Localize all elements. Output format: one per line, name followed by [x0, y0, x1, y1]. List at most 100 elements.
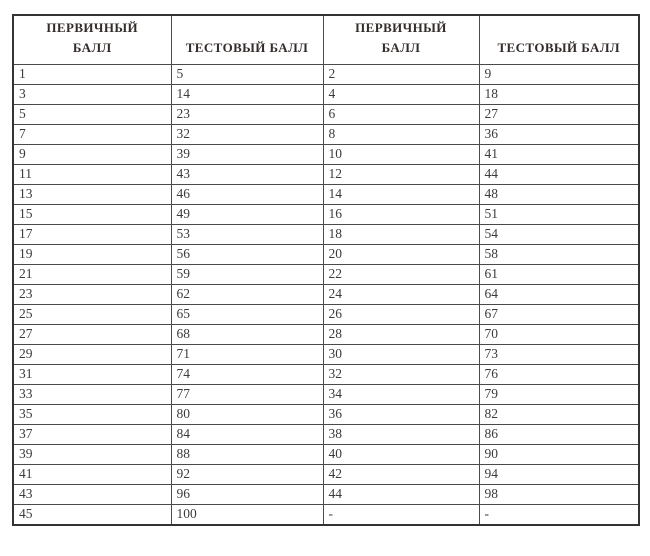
- table-cell: 61: [478, 264, 640, 286]
- table-cell: 67: [478, 304, 640, 326]
- table-cell: 9: [478, 64, 640, 86]
- table-cell: 41: [478, 144, 640, 166]
- table-row: 41 92 42 94: [12, 464, 640, 486]
- table-cell: 70: [478, 324, 640, 346]
- table-cell: 79: [478, 384, 640, 406]
- table-row: 35 80 36 82: [12, 404, 640, 426]
- table-cell: 14: [170, 84, 324, 106]
- table-cell: 23: [12, 284, 172, 306]
- table-header: ПЕРВИЧНЫЙ БАЛЛ ТЕСТОВЫЙ БАЛЛ ПЕРВИЧНЫЙ Б…: [12, 14, 640, 66]
- table-cell: 6: [322, 104, 480, 126]
- table-row: 39 88 40 90: [12, 444, 640, 466]
- table-cell: 12: [322, 164, 480, 186]
- table-cell: 96: [170, 484, 324, 506]
- table-cell: 51: [478, 204, 640, 226]
- table-row: 5 23 6 27: [12, 104, 640, 126]
- table-cell: 54: [478, 224, 640, 246]
- table-cell: 39: [170, 144, 324, 166]
- table-cell: 10: [322, 144, 480, 166]
- table-cell: 2: [322, 64, 480, 86]
- table-cell: 28: [322, 324, 480, 346]
- table-cell: 30: [322, 344, 480, 366]
- table-row: 29 71 30 73: [12, 344, 640, 366]
- table-cell: 11: [12, 164, 172, 186]
- table-row: 37 84 38 86: [12, 424, 640, 446]
- table-cell: 19: [12, 244, 172, 266]
- table-row: 43 96 44 98: [12, 484, 640, 506]
- table-cell: 65: [170, 304, 324, 326]
- table-cell: 68: [170, 324, 324, 346]
- table-cell: 92: [170, 464, 324, 486]
- header-test-score-2: ТЕСТОВЫЙ БАЛЛ: [478, 14, 640, 66]
- table-cell: -: [478, 504, 640, 526]
- table-cell: 7: [12, 124, 172, 146]
- table-cell: 53: [170, 224, 324, 246]
- table-cell: 46: [170, 184, 324, 206]
- table-cell: 13: [12, 184, 172, 206]
- table-cell: 38: [322, 424, 480, 446]
- table-row: 9 39 10 41: [12, 144, 640, 166]
- score-conversion-table: ПЕРВИЧНЫЙ БАЛЛ ТЕСТОВЫЙ БАЛЛ ПЕРВИЧНЫЙ Б…: [12, 14, 640, 526]
- table-cell: 27: [12, 324, 172, 346]
- table-row: 33 77 34 79: [12, 384, 640, 406]
- table-cell: 44: [322, 484, 480, 506]
- table-cell: 32: [170, 124, 324, 146]
- table-cell: 40: [322, 444, 480, 466]
- table-cell: 90: [478, 444, 640, 466]
- table-cell: 17: [12, 224, 172, 246]
- table-cell: 37: [12, 424, 172, 446]
- table-cell: 4: [322, 84, 480, 106]
- table-row: 15 49 16 51: [12, 204, 640, 226]
- table-cell: 84: [170, 424, 324, 446]
- table-row: 31 74 32 76: [12, 364, 640, 386]
- table-cell: 94: [478, 464, 640, 486]
- table-cell: 3: [12, 84, 172, 106]
- table-cell: 77: [170, 384, 324, 406]
- table-cell: 22: [322, 264, 480, 286]
- table-cell: 86: [478, 424, 640, 446]
- table-body: 1 5 2 9 3 14 4 18 5 23 6 27 7 32 8 36 9 39 10 41 11 43 12 44 13 4…: [12, 64, 640, 526]
- table-cell: 100: [170, 504, 324, 526]
- header-primary-score-2: ПЕРВИЧНЫЙ БАЛЛ: [322, 14, 480, 66]
- table-cell: 5: [12, 104, 172, 126]
- table-row: 25 65 26 67: [12, 304, 640, 326]
- table-row: 11 43 12 44: [12, 164, 640, 186]
- table-row: 27 68 28 70: [12, 324, 640, 346]
- table-cell: 41: [12, 464, 172, 486]
- header-test-score-1: ТЕСТОВЫЙ БАЛЛ: [170, 14, 324, 66]
- table-row: 19 56 20 58: [12, 244, 640, 266]
- table-row: 13 46 14 48: [12, 184, 640, 206]
- table-cell: 18: [478, 84, 640, 106]
- table-cell: 8: [322, 124, 480, 146]
- table-cell: 62: [170, 284, 324, 306]
- table-cell: 24: [322, 284, 480, 306]
- table-row: 3 14 4 18: [12, 84, 640, 106]
- table-cell: 80: [170, 404, 324, 426]
- table-cell: 25: [12, 304, 172, 326]
- header-row: ПЕРВИЧНЫЙ БАЛЛ ТЕСТОВЫЙ БАЛЛ ПЕРВИЧНЫЙ Б…: [12, 14, 640, 66]
- table-cell: 59: [170, 264, 324, 286]
- table-cell: 31: [12, 364, 172, 386]
- table-cell: 18: [322, 224, 480, 246]
- table-cell: 73: [478, 344, 640, 366]
- table-cell: 26: [322, 304, 480, 326]
- table-row: 7 32 8 36: [12, 124, 640, 146]
- table-cell: 5: [170, 64, 324, 86]
- table-cell: 16: [322, 204, 480, 226]
- table-cell: 35: [12, 404, 172, 426]
- table-cell: 36: [478, 124, 640, 146]
- table-cell: 88: [170, 444, 324, 466]
- table-cell: 34: [322, 384, 480, 406]
- table-cell: 74: [170, 364, 324, 386]
- table-cell: 23: [170, 104, 324, 126]
- table-cell: 43: [170, 164, 324, 186]
- table-row: 17 53 18 54: [12, 224, 640, 246]
- table-cell: 45: [12, 504, 172, 526]
- table-row: 21 59 22 61: [12, 264, 640, 286]
- table-cell: 49: [170, 204, 324, 226]
- table-cell: 42: [322, 464, 480, 486]
- table-cell: 71: [170, 344, 324, 366]
- table-cell: -: [322, 504, 480, 526]
- table-cell: 1: [12, 64, 172, 86]
